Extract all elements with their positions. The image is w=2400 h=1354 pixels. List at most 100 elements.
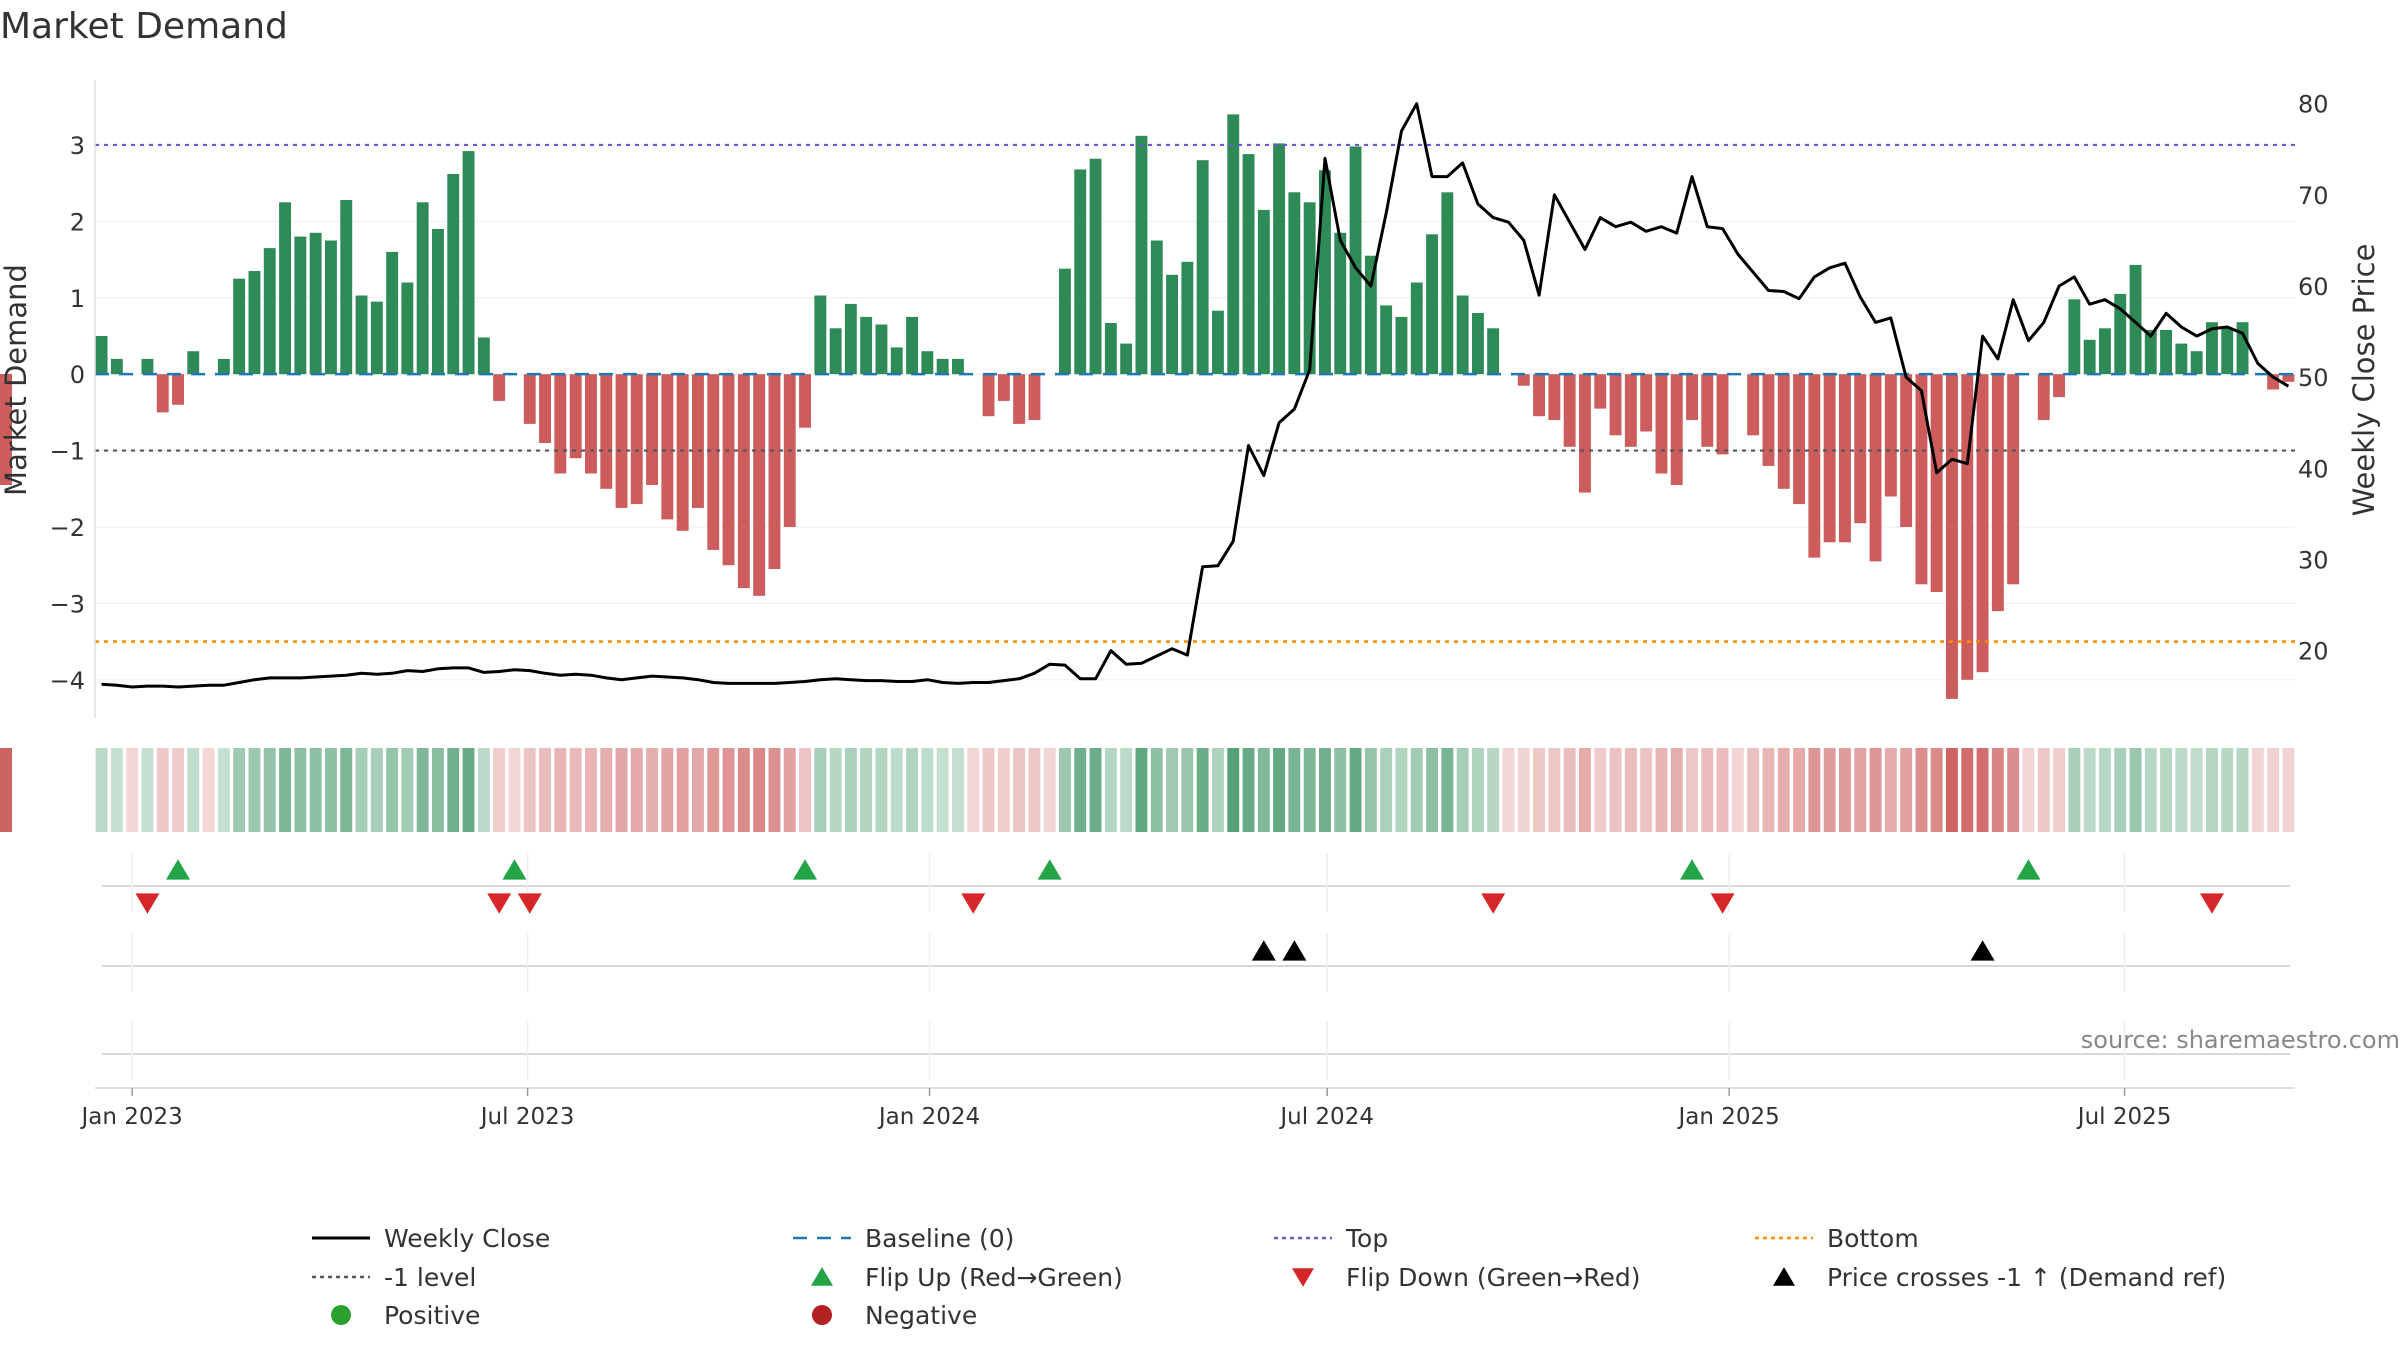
positive-demand-bar bbox=[1242, 154, 1255, 375]
negative-demand-bar bbox=[1655, 374, 1668, 474]
x-tick-label: Jan 2025 bbox=[1677, 1104, 1780, 1130]
negative-demand-bar bbox=[1762, 374, 1775, 466]
positive-demand-bar bbox=[1059, 268, 1071, 375]
negative-demand-bar bbox=[1640, 374, 1653, 432]
x-tick-label: Jan 2024 bbox=[877, 1104, 980, 1130]
flip-up-marker bbox=[2016, 859, 2041, 880]
positive-demand-bar bbox=[1395, 316, 1408, 375]
y2-tick-label: 80 bbox=[2298, 91, 2329, 119]
heat-cell bbox=[0, 748, 12, 832]
positive-demand-bar bbox=[263, 248, 276, 375]
heat-cell bbox=[692, 748, 704, 832]
negative-demand-bar bbox=[0, 374, 12, 485]
negative-demand-bar bbox=[1533, 374, 1545, 417]
positive-demand-bar bbox=[386, 251, 399, 375]
heat-cell bbox=[1900, 748, 1913, 832]
heat-cell bbox=[600, 748, 613, 832]
heat-cell bbox=[1150, 748, 1163, 832]
negative-demand-bar bbox=[1991, 374, 2004, 612]
heat-cell bbox=[890, 748, 903, 832]
positive-demand-bar bbox=[110, 358, 123, 375]
negative-demand-bar bbox=[2267, 374, 2280, 390]
negative-demand-bar bbox=[615, 374, 628, 508]
heat-cell bbox=[2144, 748, 2157, 832]
heat-cell bbox=[1762, 748, 1775, 832]
positive-demand-bar bbox=[2221, 328, 2234, 375]
positive-demand-bar bbox=[1257, 209, 1270, 375]
heat-strip bbox=[0, 748, 2295, 832]
heat-cell bbox=[1961, 748, 1974, 832]
signal-markers bbox=[102, 854, 2290, 1080]
negative-demand-bar bbox=[707, 374, 720, 550]
heat-cell bbox=[263, 748, 276, 832]
negative-demand-bar bbox=[539, 374, 551, 443]
heat-cell bbox=[1380, 748, 1393, 832]
heat-cell bbox=[2267, 748, 2280, 832]
negative-demand-bar bbox=[2007, 374, 2020, 585]
flip-down-marker bbox=[517, 893, 542, 914]
positive-demand-bar bbox=[1227, 114, 1240, 375]
price-cross-marker bbox=[1970, 940, 1995, 961]
heat-cell bbox=[2083, 748, 2096, 832]
heat-cell bbox=[1487, 748, 1500, 832]
y-tick-label: −3 bbox=[50, 590, 85, 618]
positive-demand-bar bbox=[217, 358, 230, 375]
heat-cell bbox=[1701, 748, 1714, 832]
heat-cell bbox=[1028, 748, 1041, 832]
heat-cell bbox=[1074, 748, 1087, 832]
heat-cell bbox=[233, 748, 246, 832]
heat-cell bbox=[355, 748, 368, 832]
positive-demand-bar bbox=[309, 232, 322, 375]
heat-cell bbox=[1502, 748, 1515, 832]
y-tick-label: −2 bbox=[50, 514, 85, 542]
negative-demand-bar bbox=[156, 374, 169, 413]
negative-demand-bar bbox=[600, 374, 613, 489]
heat-cell bbox=[707, 748, 720, 832]
heat-cell bbox=[156, 748, 169, 832]
negative-demand-bar bbox=[722, 374, 735, 566]
positive-demand-bar bbox=[2068, 299, 2081, 375]
legend-label: Top bbox=[1345, 1224, 1388, 1253]
negative-demand-bar bbox=[1869, 374, 1882, 562]
positive-demand-bar bbox=[1334, 232, 1347, 375]
heat-cell bbox=[569, 748, 582, 832]
negative-demand-bar bbox=[523, 374, 536, 424]
positive-demand-bar bbox=[279, 202, 291, 375]
positive-demand-bar bbox=[141, 358, 154, 375]
positive-demand-bar bbox=[2099, 328, 2111, 375]
heat-cell bbox=[248, 748, 261, 832]
heat-cell bbox=[1594, 748, 1607, 832]
heat-cell bbox=[141, 748, 154, 832]
positive-demand-bar bbox=[187, 351, 200, 375]
heat-cell bbox=[447, 748, 460, 832]
heat-cell bbox=[1579, 748, 1591, 832]
positive-demand-bar bbox=[294, 236, 307, 375]
heat-cell bbox=[661, 748, 674, 832]
legend-swatch-flip-up bbox=[811, 1267, 833, 1286]
heat-cell bbox=[95, 748, 108, 832]
positive-demand-bar bbox=[1166, 274, 1178, 375]
positive-demand-bar bbox=[1426, 234, 1438, 375]
negative-demand-bar bbox=[753, 374, 766, 596]
positive-demand-bar bbox=[1410, 282, 1423, 375]
heat-cell bbox=[1166, 748, 1178, 832]
heat-cell bbox=[1089, 748, 1102, 832]
heat-cell bbox=[753, 748, 766, 832]
positive-demand-bar bbox=[1456, 295, 1469, 375]
positive-demand-bar bbox=[2129, 264, 2142, 375]
heat-cell bbox=[1655, 748, 1668, 832]
y-tick-label: 1 bbox=[70, 285, 85, 313]
positive-demand-bar bbox=[1288, 192, 1301, 375]
negative-demand-bar bbox=[1823, 374, 1836, 543]
negative-demand-bar bbox=[997, 374, 1010, 401]
heat-cell bbox=[1059, 748, 1071, 832]
axis-layer: 3 2 1 0 −1 −2 −3 −4 80 70 60 50 40 30 20 bbox=[50, 80, 2329, 718]
positive-demand-bar bbox=[844, 303, 857, 375]
positive-demand-bar bbox=[1212, 310, 1224, 375]
heat-cell bbox=[1196, 748, 1209, 832]
heat-cell bbox=[2251, 748, 2264, 832]
heat-cell bbox=[0, 748, 12, 832]
heat-cell bbox=[997, 748, 1010, 832]
negative-demand-bar bbox=[2037, 374, 2050, 420]
positive-demand-bar bbox=[462, 151, 475, 375]
